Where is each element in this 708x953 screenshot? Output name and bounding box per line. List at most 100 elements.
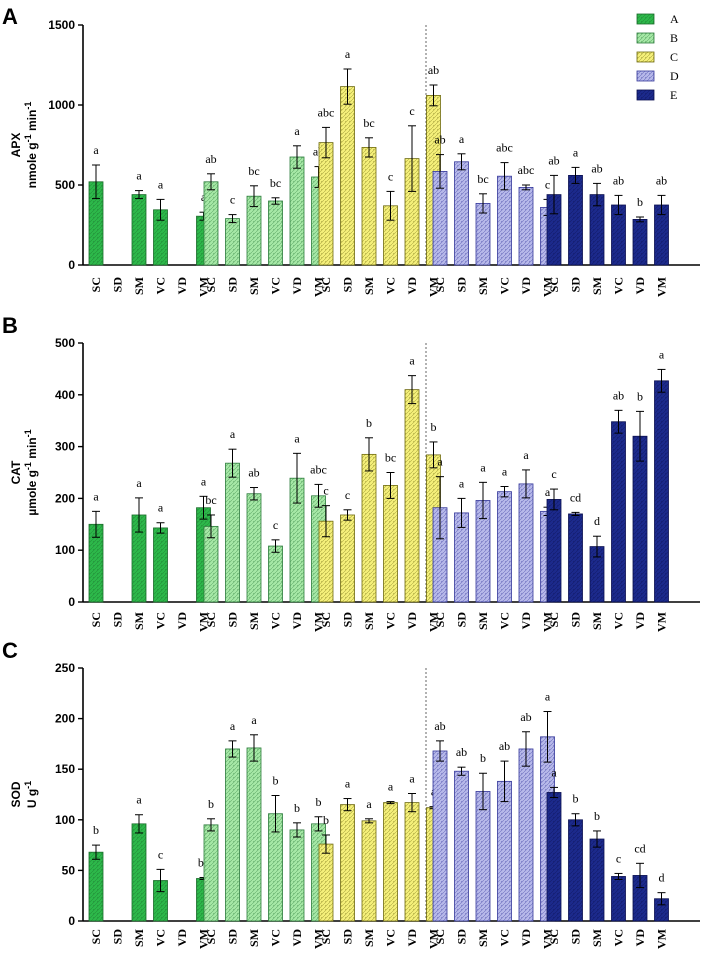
x-tick-label: SC — [319, 612, 333, 627]
x-tick-label: SD — [341, 929, 355, 945]
x-tick-label: VM — [197, 277, 211, 297]
x-tick-label: SC — [547, 612, 561, 627]
x-tick-label: VC — [384, 612, 398, 629]
x-tick-label: SC — [89, 612, 103, 627]
significance-letter: bc — [198, 855, 209, 869]
y-axis-label: APX — [9, 133, 23, 158]
x-tick-label: VC — [154, 277, 168, 294]
significance-letter: cd — [570, 490, 581, 504]
x-tick-label: VM — [655, 277, 669, 297]
x-tick-label: VD — [405, 929, 419, 947]
x-tick-label: SM — [362, 929, 376, 947]
significance-letter: b — [316, 795, 322, 809]
significance-letter: abc — [318, 105, 335, 119]
x-tick-label: VD — [519, 277, 533, 295]
significance-letter: bc — [248, 164, 259, 178]
x-tick-label: VD — [519, 929, 533, 947]
bar-D-SD — [454, 161, 469, 266]
legend-swatch-E — [636, 89, 655, 101]
x-tick-label: SD — [455, 277, 469, 293]
x-tick-label: VM — [312, 277, 326, 297]
significance-letter: bc — [205, 493, 216, 507]
bar-C-SD — [340, 514, 355, 603]
significance-letter: c — [616, 851, 621, 865]
significance-letter: a — [345, 777, 351, 791]
x-tick-label: VD — [290, 929, 304, 947]
bar-C-VD — [404, 389, 420, 603]
bar-B-VD — [289, 156, 305, 266]
y-tick-label: 200 — [55, 712, 75, 726]
significance-letter: a — [93, 489, 99, 503]
significance-letter: ab — [591, 161, 602, 175]
x-tick-label: SC — [204, 929, 218, 944]
significance-letter: b — [637, 389, 643, 403]
significance-letter: a — [294, 124, 300, 138]
significance-letter: a — [251, 713, 257, 727]
significance-letter: b — [480, 751, 486, 765]
significance-letter: a — [136, 793, 142, 807]
significance-letter: d — [594, 514, 600, 528]
significance-letter: a — [459, 132, 465, 146]
significance-letter: a — [388, 780, 394, 794]
x-tick-label: VC — [498, 277, 512, 294]
bar-D-VC — [497, 780, 512, 922]
x-tick-label: SD — [111, 612, 125, 628]
bar-B-VC — [268, 545, 283, 603]
bar-E-SD — [568, 819, 583, 922]
x-tick-label: VC — [269, 929, 283, 946]
bar-C-SM — [361, 146, 377, 266]
significance-letter: a — [294, 431, 300, 445]
legend-label-C: C — [670, 50, 678, 64]
x-tick-label: VD — [290, 277, 304, 295]
x-tick-label: SD — [341, 612, 355, 628]
significance-letter: b — [323, 813, 329, 827]
significance-letter: b — [273, 774, 279, 788]
bar-E-SC — [546, 499, 562, 603]
significance-letter: abc — [496, 141, 513, 155]
y-axis-label: CAT — [9, 460, 23, 484]
y-tick-label: 0 — [68, 258, 75, 272]
significance-letter: a — [551, 765, 557, 779]
x-tick-label: VC — [269, 277, 283, 294]
significance-letter: ab — [656, 173, 667, 187]
y-tick-label: 500 — [55, 336, 75, 350]
x-tick-label: SC — [319, 277, 333, 292]
x-tick-label: SD — [111, 277, 125, 293]
x-tick-label: VC — [612, 277, 626, 294]
significance-letter: a — [230, 719, 236, 733]
legend-label-E: E — [670, 88, 677, 102]
significance-letter: ab — [434, 133, 445, 147]
x-tick-label: SD — [569, 277, 583, 293]
panel-B: B 0 100 200 300 400 500 CAT µmole g-1 min-1 SC a SD… — [2, 313, 700, 632]
y-tick-label: 150 — [55, 762, 75, 776]
legend-swatch-A — [636, 13, 655, 25]
bar-E-SM — [589, 838, 605, 922]
bar-B-SD — [225, 218, 240, 266]
significance-letter: b — [208, 797, 214, 811]
bar-E-SC — [546, 792, 562, 922]
x-tick-label: VD — [405, 277, 419, 295]
significance-letter: a — [409, 771, 415, 785]
significance-letter: bc — [477, 172, 488, 186]
x-tick-label: SD — [455, 929, 469, 945]
x-tick-label: SM — [362, 612, 376, 630]
significance-letter: ab — [434, 719, 445, 733]
bar-C-SC — [318, 142, 334, 266]
x-tick-label: SD — [226, 612, 240, 628]
legend-swatch-D — [636, 70, 655, 82]
significance-letter: b — [366, 416, 372, 430]
x-tick-label: VM — [197, 929, 211, 949]
significance-letter: a — [437, 455, 443, 469]
x-tick-label: VM — [427, 612, 441, 632]
panel-C: C 0 50 100 150 200 250 SOD U g-1 SC b SD SM a VC c VD VM b… — [2, 638, 700, 949]
significance-letter: b — [594, 809, 600, 823]
y-tick-label: 50 — [62, 863, 76, 877]
significance-letter: a — [136, 169, 142, 183]
y-tick-label: 0 — [68, 595, 75, 609]
legend-label-A: A — [670, 12, 679, 26]
panel-letter: B — [2, 313, 18, 338]
bar-B-SD — [225, 748, 240, 922]
significance-letter: a — [545, 485, 551, 499]
significance-letter: bc — [270, 176, 281, 190]
bar-B-VC — [268, 200, 283, 266]
